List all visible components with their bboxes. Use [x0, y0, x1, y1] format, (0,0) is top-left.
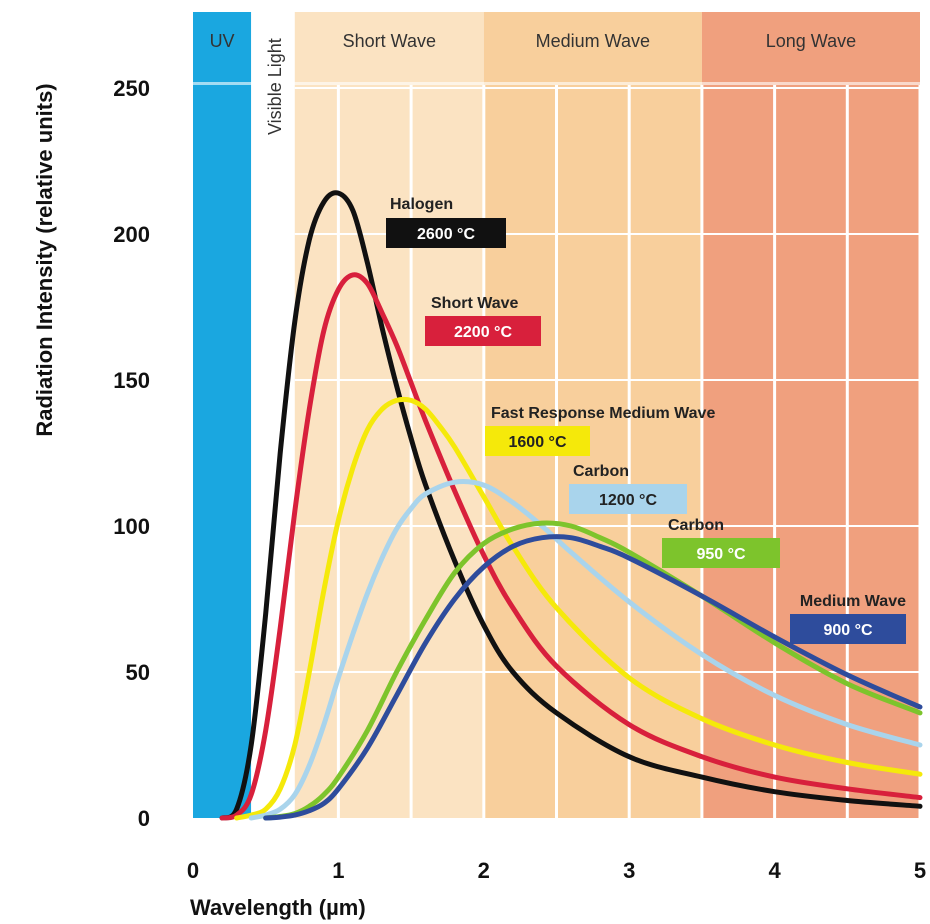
temp-badge-label: 1600 °C [509, 434, 567, 451]
temp-badge-label: 2200 °C [454, 324, 512, 341]
curve-medium-wave-900 [263, 534, 923, 821]
band-uv [193, 12, 252, 818]
curve-labels: Halogen 2600 °C Short Wave 2200 °C Fast Resp… [386, 196, 906, 644]
x-tick-label: 0 [187, 858, 199, 883]
temp-badge [485, 426, 590, 456]
x-tick-label: 1 [332, 858, 344, 883]
temp-badge-label: 900 °C [823, 622, 873, 639]
temp-badge-label: 950 °C [696, 546, 746, 563]
temp-badge-label: 2600 °C [417, 226, 475, 243]
band-long-wave [701, 12, 920, 818]
band-header-divider [193, 82, 920, 85]
band-label-uv: UV [210, 31, 235, 51]
curve-label-name: Short Wave [431, 295, 519, 312]
band-label-medium-wave: Medium Wave [536, 31, 650, 51]
temp-badge [662, 538, 780, 568]
y-tick-label: 100 [113, 514, 150, 539]
curve-fast-response-medium-wave-1600 [234, 396, 923, 821]
curve-label-name: Halogen [390, 196, 453, 213]
y-tick-label: 250 [113, 76, 150, 101]
temp-badge [386, 218, 506, 248]
curves [219, 190, 923, 821]
band-label-short-wave: Short Wave [343, 31, 436, 51]
curve-halogen-2600 [219, 190, 923, 821]
temp-badge [569, 484, 687, 514]
y-tick-label: 0 [138, 806, 150, 831]
y-tick-label: 50 [126, 660, 150, 685]
curve-label-name: Fast Response Medium Wave [491, 405, 715, 422]
x-tick-label: 2 [478, 858, 490, 883]
x-tick-label: 4 [768, 858, 781, 883]
temp-badge [790, 614, 906, 644]
curve-label-name: Carbon [668, 517, 724, 534]
curve-label-name: Medium Wave [800, 593, 906, 610]
band-labels: UV Visible Light Short Wave Medium Wave Long… [210, 31, 857, 135]
y-tick-label: 150 [113, 368, 150, 393]
curve-short-wave-2200 [219, 272, 923, 821]
band-short-wave [294, 12, 484, 818]
y-axis-title: Radiation Intensity (relative units) [32, 83, 57, 436]
curve-carbon-1200 [248, 479, 923, 821]
band-label-visible-light: Visible Light [265, 38, 285, 135]
x-tick-label: 3 [623, 858, 635, 883]
temp-badge-label: 1200 °C [599, 492, 657, 509]
y-tick-label: 200 [113, 222, 150, 247]
band-label-long-wave: Long Wave [766, 31, 856, 51]
x-axis-title: Wavelength (µm) [190, 895, 366, 920]
curve-label-name: Carbon [573, 463, 629, 480]
temp-badge [425, 316, 541, 346]
x-tick-label: 5 [914, 858, 926, 883]
